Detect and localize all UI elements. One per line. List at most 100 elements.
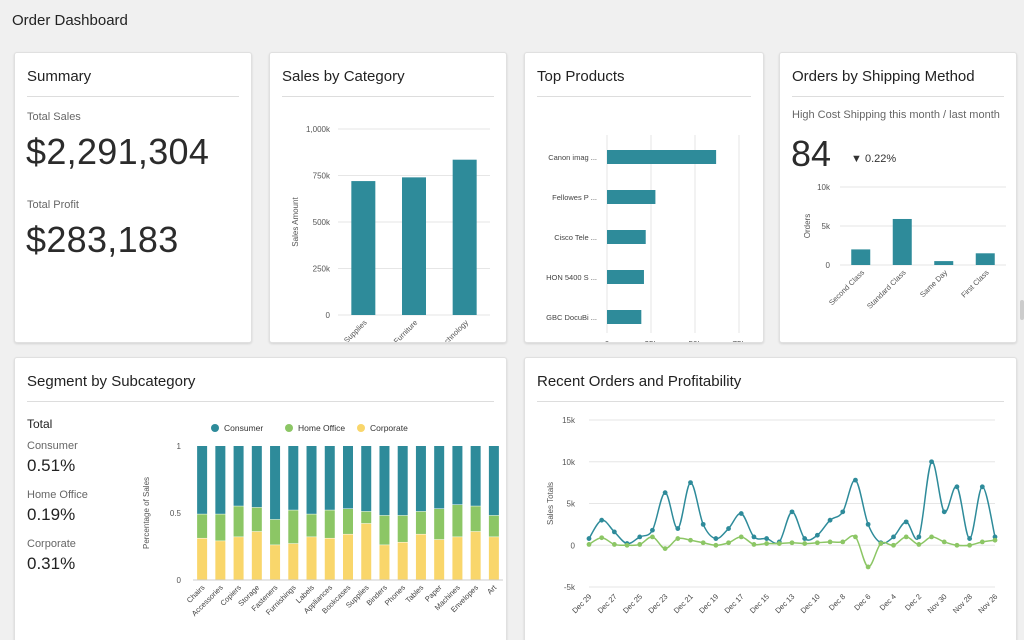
bar xyxy=(975,253,995,265)
sales-by-category-chart: 0 250k 500k 750k 1,000k Sales Amount Office Su… xyxy=(291,125,490,343)
segment-consumer-value: 0.51% xyxy=(27,456,76,475)
bar-segment xyxy=(306,537,317,580)
segment-total-label: Total xyxy=(27,417,53,431)
top-products-card: Top Products 025k50k75kSales AmountCanon… xyxy=(524,52,764,343)
x-tick-label: Phones xyxy=(383,583,408,608)
bar xyxy=(607,310,642,324)
x-tick-label: Standard Class xyxy=(865,268,908,311)
legend-label: Home Office xyxy=(298,423,345,433)
down-arrow-icon: ▼ xyxy=(851,153,862,165)
sales-by-category-title: Sales by Category xyxy=(282,68,405,85)
x-tick-label: Second Class xyxy=(827,268,866,307)
x-tick-label: Dec 15 xyxy=(748,592,771,615)
x-tick-label: Dec 6 xyxy=(852,592,872,612)
y-axis-label: Orders xyxy=(803,214,812,238)
data-point xyxy=(713,542,719,548)
data-point xyxy=(827,539,833,545)
bar-segment xyxy=(434,446,445,509)
bar-segment xyxy=(488,446,499,516)
bar-segment xyxy=(415,511,426,534)
x-tick-label: Art xyxy=(485,582,499,596)
top-products-title: Top Products xyxy=(537,68,625,85)
data-point xyxy=(764,541,770,546)
data-point xyxy=(814,540,820,546)
data-point xyxy=(650,527,655,533)
total-profit-label: Total Profit xyxy=(27,199,79,211)
total-sales-label: Total Sales xyxy=(27,111,81,123)
shipping-title: Orders by Shipping Method xyxy=(792,68,975,85)
y-tick-label: 10k xyxy=(562,458,576,467)
data-point xyxy=(878,541,884,546)
y-tick-label: 1,000k xyxy=(306,125,331,134)
data-point xyxy=(700,540,706,546)
bar-segment xyxy=(452,446,463,505)
data-point xyxy=(789,540,795,546)
y-axis-label: Percentage of Sales xyxy=(142,477,151,549)
bar-segment xyxy=(215,514,226,541)
x-tick-label: Dec 13 xyxy=(773,592,796,615)
bar-segment xyxy=(397,446,408,516)
x-tick-label: 50k xyxy=(689,340,703,343)
shipping-change-value: 0.22% xyxy=(864,153,897,165)
bar xyxy=(351,181,376,315)
bar-segment xyxy=(343,508,353,534)
bar-segment xyxy=(197,446,208,514)
y-tick-label: 0 xyxy=(177,576,182,585)
data-point xyxy=(637,542,643,547)
x-tick-label: Tables xyxy=(404,583,426,605)
data-point xyxy=(713,536,719,541)
bar-segment xyxy=(288,543,299,580)
bar-segment xyxy=(233,446,244,506)
x-tick-label: Same Day xyxy=(918,268,949,299)
legend-marker xyxy=(357,424,365,432)
x-tick-label: Dec 27 xyxy=(596,592,619,615)
data-point xyxy=(802,536,808,541)
data-point xyxy=(941,539,947,545)
y-tick-label: 1 xyxy=(177,442,182,451)
data-point xyxy=(992,537,998,543)
bar-segment xyxy=(361,511,372,524)
bar-segment xyxy=(251,446,262,508)
bar-segment xyxy=(288,510,299,544)
data-point xyxy=(814,532,820,538)
bar-segment xyxy=(251,507,262,532)
bar-segment xyxy=(343,446,353,509)
bar-segment xyxy=(197,538,208,580)
data-point xyxy=(891,534,896,540)
bar xyxy=(452,159,477,315)
data-point xyxy=(916,534,922,540)
divider xyxy=(282,96,494,97)
scrollbar[interactable] xyxy=(1020,300,1024,320)
bar-segment xyxy=(397,542,408,580)
data-point xyxy=(586,542,592,547)
y-tick-label: 500k xyxy=(313,218,331,227)
y-tick-label: 5k xyxy=(567,500,576,509)
recent-orders-title: Recent Orders and Profitability xyxy=(537,373,742,390)
x-tick-label: Dec 8 xyxy=(827,592,847,612)
bar-segment xyxy=(379,515,390,545)
data-point xyxy=(954,542,960,548)
divider xyxy=(537,401,1004,402)
shipping-kpi-value: 84 xyxy=(791,133,832,174)
recent-orders-card: Recent Orders and Profitability -5k 0 5k 10… xyxy=(524,357,1017,640)
summary-title: Summary xyxy=(27,68,92,85)
summary-card: Summary Total Sales $2,291,304 Total Pro… xyxy=(14,52,252,343)
data-point xyxy=(840,539,846,545)
x-tick-label: Dec 21 xyxy=(672,592,695,615)
bar-segment xyxy=(470,506,481,532)
x-tick-label: Office Supplies xyxy=(327,318,369,343)
x-tick-label: Technology xyxy=(437,318,470,343)
bar-segment xyxy=(215,541,226,580)
x-tick-label: Dec 23 xyxy=(646,592,669,615)
x-tick-label: Dec 4 xyxy=(878,592,898,612)
data-point xyxy=(738,511,744,516)
data-point xyxy=(688,480,693,486)
bar-segment xyxy=(434,539,445,580)
y-axis-label: Sales Totals xyxy=(546,482,555,525)
data-point xyxy=(903,519,909,525)
divider xyxy=(27,96,239,97)
bar-segment xyxy=(488,537,499,580)
data-point xyxy=(941,509,947,515)
data-point xyxy=(662,546,668,551)
